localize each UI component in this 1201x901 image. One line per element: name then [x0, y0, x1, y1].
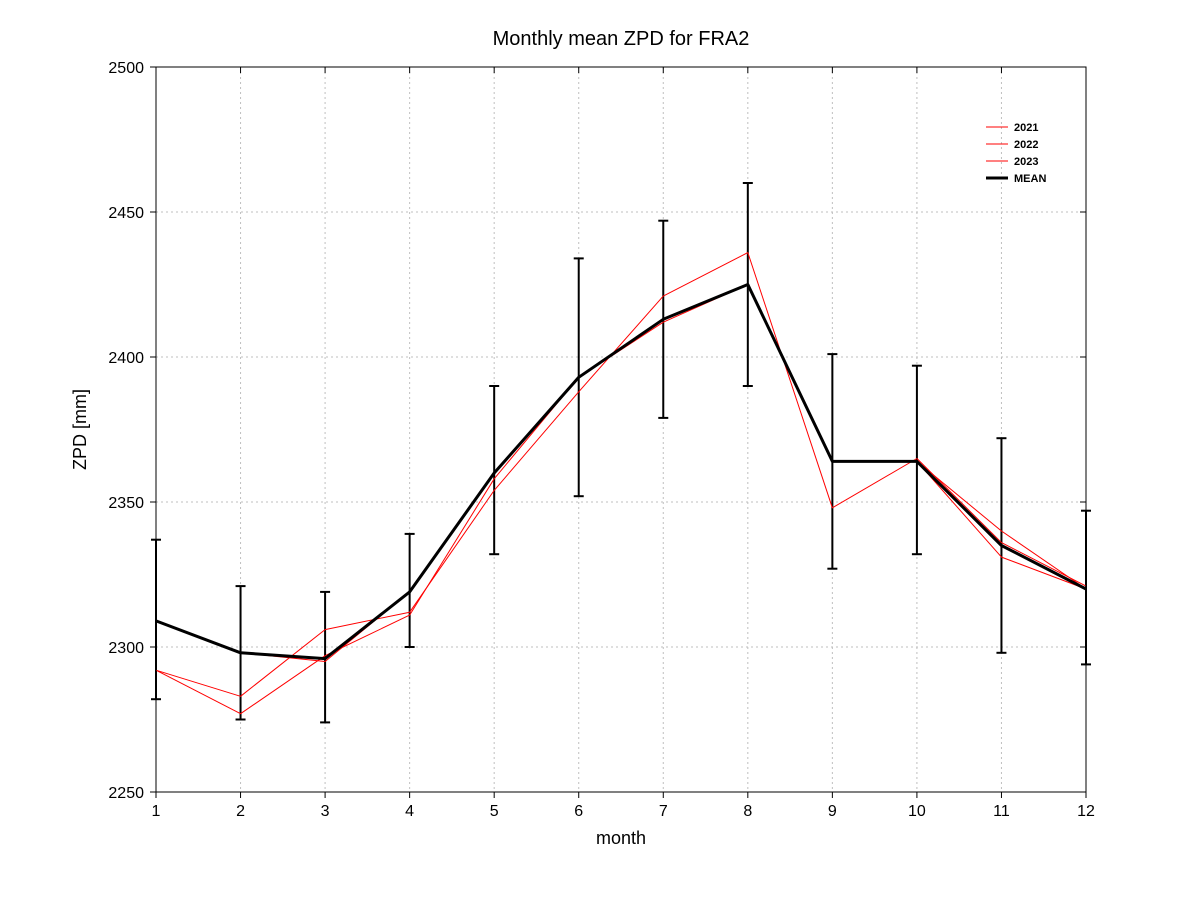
ytick-label: 2500 — [108, 60, 144, 77]
legend-label: 2021 — [1014, 122, 1038, 134]
chart-svg: 123456789101112225023002350240024502500m… — [0, 0, 1201, 901]
xtick-label: 7 — [659, 803, 668, 820]
xtick-label: 10 — [908, 803, 926, 820]
xtick-label: 1 — [152, 803, 161, 820]
chart-title: Monthly mean ZPD for FRA2 — [493, 28, 750, 50]
x-axis-label: month — [596, 828, 646, 848]
xtick-label: 6 — [574, 803, 583, 820]
ytick-label: 2450 — [108, 205, 144, 222]
xtick-label: 12 — [1077, 803, 1095, 820]
xtick-label: 2 — [236, 803, 245, 820]
ytick-label: 2300 — [108, 640, 144, 657]
plot-area — [156, 67, 1086, 792]
legend-label: MEAN — [1014, 173, 1046, 185]
xtick-label: 3 — [321, 803, 330, 820]
xtick-label: 4 — [405, 803, 414, 820]
legend-label: 2022 — [1014, 139, 1038, 151]
chart-container: 123456789101112225023002350240024502500m… — [0, 0, 1201, 901]
ytick-label: 2250 — [108, 785, 144, 802]
xtick-label: 8 — [743, 803, 752, 820]
legend-label: 2023 — [1014, 156, 1038, 168]
y-axis-label: ZPD [mm] — [70, 389, 90, 470]
xtick-label: 9 — [828, 803, 837, 820]
ytick-label: 2400 — [108, 350, 144, 367]
xtick-label: 5 — [490, 803, 499, 820]
ytick-label: 2350 — [108, 495, 144, 512]
xtick-label: 11 — [993, 803, 1010, 820]
